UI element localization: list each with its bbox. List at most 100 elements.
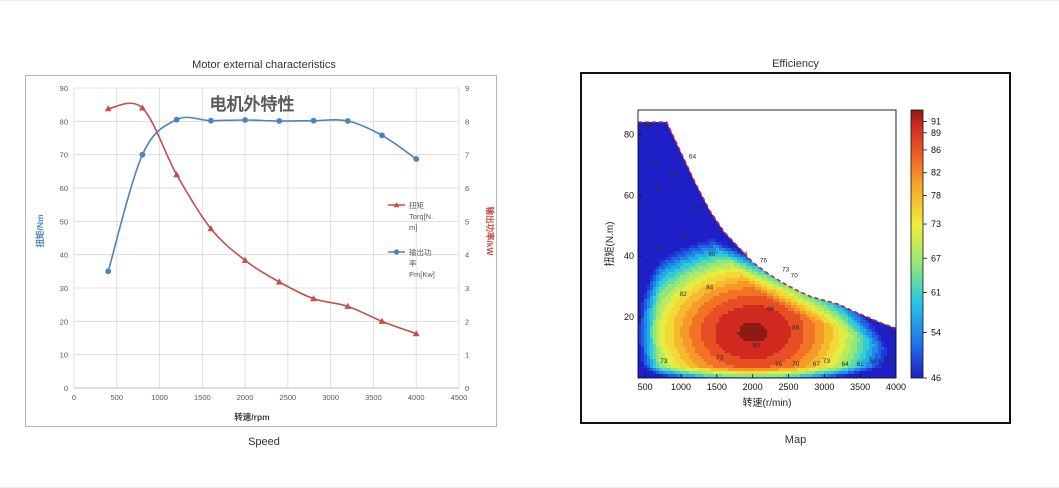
efficiency-cell bbox=[872, 353, 876, 357]
efficiency-cell bbox=[767, 347, 771, 351]
efficiency-cell bbox=[755, 272, 759, 276]
efficiency-cell bbox=[845, 350, 849, 354]
efficiency-cell bbox=[815, 299, 819, 303]
efficiency-cell bbox=[674, 368, 678, 372]
efficiency-cell bbox=[659, 167, 663, 171]
efficiency-cell bbox=[722, 368, 726, 372]
efficiency-cell bbox=[794, 353, 798, 357]
efficiency-cell bbox=[701, 245, 705, 249]
efficiency-cell bbox=[707, 272, 711, 276]
efficiency-cell bbox=[638, 332, 642, 336]
efficiency-cell bbox=[893, 371, 896, 375]
efficiency-cell bbox=[833, 374, 837, 378]
efficiency-cell bbox=[833, 350, 837, 354]
efficiency-cell bbox=[737, 260, 741, 264]
max-torque-boundary bbox=[638, 121, 897, 330]
efficiency-cell bbox=[758, 323, 762, 327]
legend-label-line: Pm[Kw] bbox=[409, 270, 435, 279]
efficiency-cell bbox=[782, 284, 786, 288]
efficiency-cell bbox=[764, 293, 768, 297]
efficiency-cell bbox=[668, 347, 672, 351]
efficiency-cell bbox=[737, 281, 741, 285]
efficiency-cell bbox=[803, 338, 807, 342]
efficiency-cell bbox=[737, 287, 741, 291]
efficiency-cell bbox=[686, 194, 690, 198]
efficiency-cell bbox=[794, 329, 798, 333]
efficiency-cell bbox=[695, 197, 699, 201]
efficiency-cell bbox=[704, 248, 708, 252]
efficiency-cell bbox=[680, 248, 684, 252]
efficiency-cell bbox=[809, 335, 813, 339]
efficiency-cell bbox=[641, 227, 645, 231]
efficiency-cell bbox=[827, 329, 831, 333]
efficiency-cell bbox=[656, 194, 660, 198]
efficiency-cell bbox=[689, 257, 693, 261]
efficiency-cell bbox=[659, 131, 663, 135]
efficiency-cell bbox=[653, 359, 657, 363]
efficiency-cell bbox=[680, 242, 684, 246]
efficiency-cell bbox=[746, 275, 750, 279]
left-y2tick-label: 1 bbox=[465, 351, 469, 360]
left-xtick-label: 2000 bbox=[237, 393, 254, 402]
efficiency-cell bbox=[692, 311, 696, 315]
efficiency-cell bbox=[734, 269, 738, 273]
efficiency-cell bbox=[887, 344, 891, 348]
efficiency-cell bbox=[890, 341, 894, 345]
efficiency-cell bbox=[641, 320, 645, 324]
efficiency-cell bbox=[704, 221, 708, 225]
efficiency-cell bbox=[734, 311, 738, 315]
efficiency-cell bbox=[755, 302, 759, 306]
efficiency-cell bbox=[659, 278, 663, 282]
left-ytick-label: 90 bbox=[60, 84, 68, 93]
efficiency-cell bbox=[770, 353, 774, 357]
efficiency-cell bbox=[659, 266, 663, 270]
efficiency-cell bbox=[728, 362, 732, 366]
efficiency-cell bbox=[884, 350, 888, 354]
efficiency-cell bbox=[857, 329, 861, 333]
efficiency-cell bbox=[728, 299, 732, 303]
efficiency-cell bbox=[785, 299, 789, 303]
efficiency-cell bbox=[827, 317, 831, 321]
efficiency-cell bbox=[830, 317, 834, 321]
legend-label-line: 输出功 bbox=[409, 247, 432, 257]
efficiency-cell bbox=[761, 278, 765, 282]
efficiency-cell bbox=[785, 320, 789, 324]
efficiency-cell bbox=[674, 224, 678, 228]
efficiency-cell bbox=[701, 341, 705, 345]
efficiency-cell bbox=[809, 326, 813, 330]
efficiency-cell bbox=[638, 260, 642, 264]
efficiency-cell bbox=[881, 326, 885, 330]
efficiency-cell bbox=[695, 212, 699, 216]
efficiency-cell bbox=[761, 356, 765, 360]
efficiency-cell bbox=[725, 236, 729, 240]
efficiency-cell bbox=[701, 320, 705, 324]
efficiency-cell bbox=[857, 359, 861, 363]
efficiency-cell bbox=[746, 278, 750, 282]
efficiency-cell bbox=[641, 239, 645, 243]
efficiency-cell bbox=[674, 323, 678, 327]
efficiency-cell bbox=[803, 374, 807, 378]
efficiency-cell bbox=[662, 209, 666, 213]
efficiency-cell bbox=[863, 329, 867, 333]
efficiency-cell bbox=[656, 236, 660, 240]
efficiency-cell bbox=[761, 332, 765, 336]
efficiency-cell bbox=[641, 134, 645, 138]
efficiency-cell bbox=[755, 350, 759, 354]
efficiency-cell bbox=[788, 350, 792, 354]
efficiency-cell bbox=[785, 368, 789, 372]
efficiency-cell bbox=[662, 326, 666, 330]
efficiency-cell bbox=[683, 362, 687, 366]
efficiency-cell bbox=[650, 290, 654, 294]
efficiency-cell bbox=[791, 359, 795, 363]
efficiency-cell bbox=[767, 335, 771, 339]
efficiency-cell bbox=[716, 302, 720, 306]
efficiency-cell bbox=[692, 353, 696, 357]
efficiency-cell bbox=[794, 377, 798, 378]
efficiency-cell bbox=[668, 179, 672, 183]
efficiency-cell bbox=[641, 359, 645, 363]
efficiency-cell bbox=[668, 353, 672, 357]
efficiency-cell bbox=[824, 344, 828, 348]
efficiency-cell bbox=[749, 260, 753, 264]
efficiency-cell bbox=[698, 326, 702, 330]
efficiency-cell bbox=[671, 359, 675, 363]
